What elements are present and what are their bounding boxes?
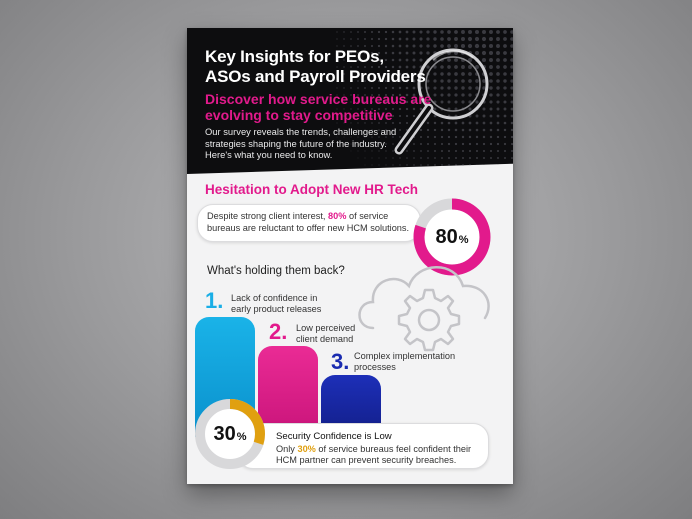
donut-30-percent: 30% xyxy=(192,396,268,472)
hero-intro-line: Here's what you need to know. xyxy=(205,149,333,160)
barriers-question: What's holding them back? xyxy=(207,265,345,277)
barrier-number-1: 1. xyxy=(205,288,224,313)
magnifying-glass-icon xyxy=(394,48,489,155)
hero-subtitle: Discover how service bureaus are evolvin… xyxy=(205,91,465,123)
barrier-number-3: 3. xyxy=(331,349,350,374)
hero-title: Key Insights for PEOs, ASOs and Payroll … xyxy=(205,47,465,87)
barrier-label-1: Lack of confidence in early product rele… xyxy=(231,293,321,315)
donut-30-arc xyxy=(195,399,265,469)
hero-intro-line: Our survey reveals the trends, challenge… xyxy=(205,126,397,137)
hero-title-line: ASOs and Payroll Providers xyxy=(205,67,426,86)
security-text-part: Only xyxy=(276,444,298,454)
barrier-label-line: client demand xyxy=(296,334,354,345)
hero-intro: Our survey reveals the trends, challenge… xyxy=(205,126,455,161)
barrier-label-line: Low perceived xyxy=(296,323,356,333)
security-title: Security Confidence is Low xyxy=(276,431,392,442)
hesitation-text-part: Despite strong client interest, xyxy=(207,211,329,221)
security-callout: Security Confidence is Low Only 30% of s… xyxy=(237,423,489,469)
infographic-page: Key Insights for PEOs, ASOs and Payroll … xyxy=(187,28,513,484)
cloud-gear-icon xyxy=(358,266,490,352)
hesitation-highlight: 80% xyxy=(328,211,347,221)
barrier-number-2: 2. xyxy=(269,319,288,344)
donut-80-label: 80% xyxy=(410,195,494,279)
donut-30-unit: % xyxy=(236,430,247,443)
hero-title-line: Key Insights for PEOs, xyxy=(205,47,384,66)
dot-pattern-background xyxy=(336,29,513,173)
barrier-label-2: Low perceived client demand xyxy=(296,323,355,345)
hesitation-text-part: of service bureaus are reluctant to offe… xyxy=(207,211,410,233)
hero-header: Key Insights for PEOs, ASOs and Payroll … xyxy=(187,28,513,174)
barrier-label-line: processes xyxy=(354,362,396,373)
donut-30-value: 30 xyxy=(213,422,236,445)
hero-subtitle-line: evolving to stay competitive xyxy=(205,107,393,123)
barrier-bar-2 xyxy=(258,346,318,436)
barrier-label-3: Complex implementation processes xyxy=(354,351,455,373)
hesitation-title: Hesitation to Adopt New HR Tech xyxy=(205,182,419,197)
security-text: Only 30% of service bureaus feel confide… xyxy=(276,444,484,466)
security-highlight: 30% xyxy=(297,444,316,454)
security-text-part: of service bureaus feel confident their … xyxy=(276,444,472,466)
hesitation-text: Despite strong client interest, 80% of s… xyxy=(207,211,415,234)
barrier-label-line: early product releases xyxy=(231,304,322,315)
barrier-label-line: Complex implementation xyxy=(354,351,456,361)
hero-subtitle-line: Discover how service bureaus are xyxy=(205,91,432,107)
donut-30-label: 30% xyxy=(192,396,268,472)
hesitation-callout: Despite strong client interest, 80% of s… xyxy=(197,204,421,242)
donut-80-unit: % xyxy=(458,233,469,246)
donut-80-value: 80 xyxy=(435,225,458,248)
hero-intro-line: strategies shaping the future of the ind… xyxy=(205,137,387,149)
barrier-label-line: Lack of confidence in xyxy=(231,293,318,303)
